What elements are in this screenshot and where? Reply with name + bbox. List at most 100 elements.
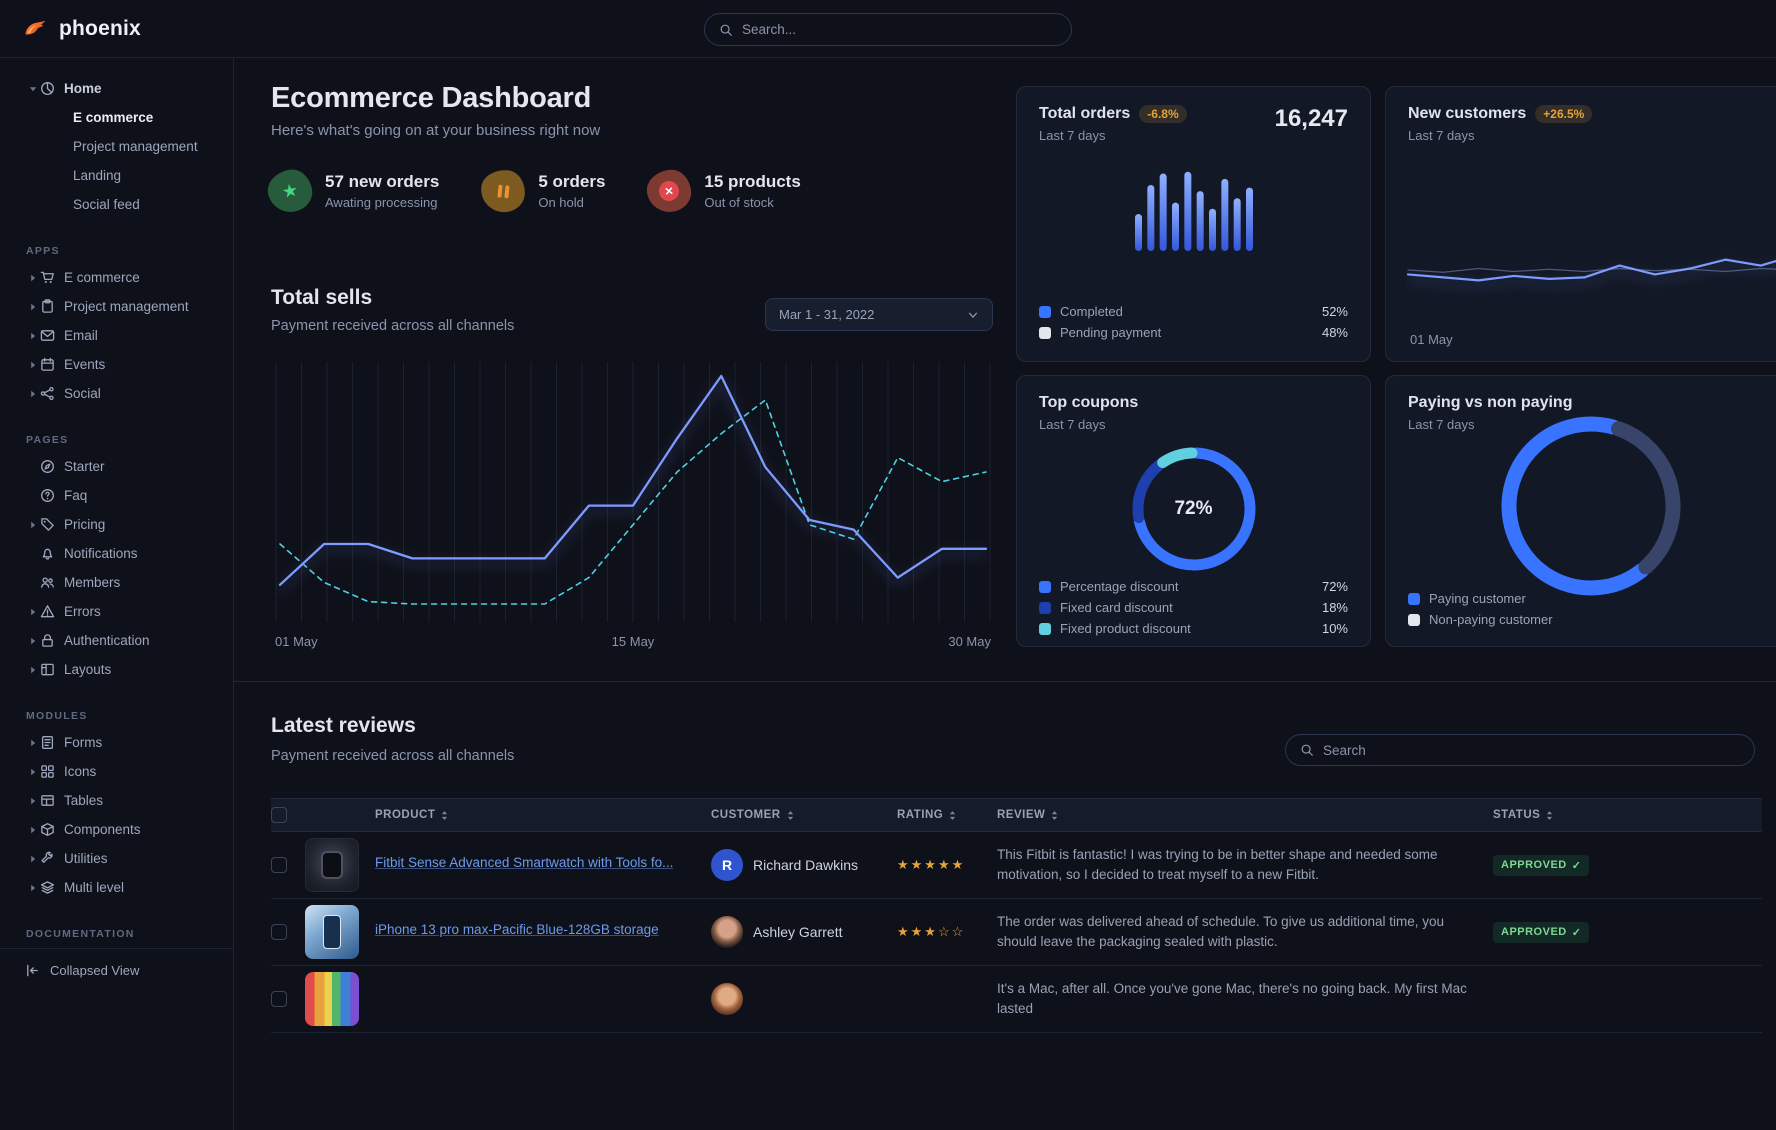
rating-stars: ★★★☆☆ bbox=[897, 924, 966, 939]
sidebar-section-pages: PAGES bbox=[26, 434, 69, 446]
legend-label: Completed bbox=[1060, 304, 1123, 319]
column-header-product[interactable]: PRODUCT bbox=[375, 809, 711, 821]
sidebar-item-components[interactable]: Components bbox=[26, 815, 225, 844]
column-header-review[interactable]: REVIEW bbox=[997, 809, 1467, 821]
caretr-icon bbox=[26, 855, 39, 863]
column-header-rating[interactable]: RATING bbox=[897, 809, 997, 821]
sidebar-item-utilities[interactable]: Utilities bbox=[26, 844, 225, 873]
search-icon bbox=[719, 23, 733, 37]
sidebar-item-multi-level[interactable]: Multi level bbox=[26, 873, 225, 902]
sidebar-item-forms[interactable]: Forms bbox=[26, 728, 225, 757]
column-header-label: REVIEW bbox=[997, 809, 1046, 821]
paying-vs-non-paying-card: Paying vs non paying Last 7 days Paying … bbox=[1385, 375, 1776, 647]
product-thumbnail[interactable] bbox=[305, 972, 359, 1026]
card-period: Last 7 days bbox=[1039, 128, 1106, 143]
sidebar-item-notifications[interactable]: Notifications bbox=[26, 539, 225, 568]
legend-label: Percentage discount bbox=[1060, 579, 1179, 594]
row-checkbox[interactable] bbox=[271, 991, 287, 1007]
sidebar-item-layouts[interactable]: Layouts bbox=[26, 655, 225, 684]
caretr-icon bbox=[26, 666, 39, 674]
stat-on-hold: 5 orders On hold bbox=[479, 167, 605, 215]
stat-value: 15 products bbox=[704, 172, 801, 191]
collapse-label: Collapsed View bbox=[50, 963, 140, 978]
sidebar-item-pricing[interactable]: Pricing bbox=[26, 510, 225, 539]
section-divider bbox=[234, 681, 1776, 682]
sidebar: Home E commerce Project management Landing S… bbox=[0, 58, 234, 1130]
sidebar-item-email[interactable]: Email bbox=[26, 321, 225, 350]
sidebar-subitem-social-feed[interactable]: Social feed bbox=[73, 197, 140, 212]
legend-item: Fixed product discount 10% bbox=[1039, 618, 1348, 639]
thumb-cell bbox=[305, 905, 375, 959]
sidebar-item-social[interactable]: Social bbox=[26, 379, 225, 408]
global-search-input[interactable] bbox=[742, 22, 1057, 37]
sidebar-item-label: Events bbox=[64, 357, 106, 372]
caretr-icon bbox=[26, 826, 39, 834]
stat-value: 57 new orders bbox=[325, 172, 440, 191]
collapse-view-toggle[interactable]: Collapsed View bbox=[0, 948, 233, 992]
row-checkbox[interactable] bbox=[271, 857, 287, 873]
select-all-checkbox[interactable] bbox=[271, 807, 287, 823]
layout-icon bbox=[39, 662, 55, 678]
sidebar-item-label: Multi level bbox=[64, 880, 125, 895]
sidebar-item-label: Icons bbox=[64, 764, 97, 779]
avatar bbox=[711, 983, 743, 1015]
sidebar-item-project-management[interactable]: Project management bbox=[26, 292, 225, 321]
sidebar-subitem-landing[interactable]: Landing bbox=[73, 168, 122, 183]
caretr-icon bbox=[26, 521, 39, 529]
column-header-customer[interactable]: CUSTOMER bbox=[711, 809, 897, 821]
reviews-search bbox=[1285, 734, 1755, 766]
sidebar-subitem-e-commerce[interactable]: E commerce bbox=[73, 110, 154, 125]
legend-swatch bbox=[1039, 580, 1051, 593]
sidebar-section-modules: MODULES bbox=[26, 710, 88, 722]
product-thumbnail[interactable] bbox=[305, 905, 359, 959]
card-period: Last 7 days bbox=[1408, 128, 1475, 143]
card-title: Total orders bbox=[1039, 105, 1131, 122]
stat-caption: Awating processing bbox=[325, 195, 438, 210]
product-cell: iPhone 13 pro max-Pacific Blue-128GB sto… bbox=[375, 922, 711, 942]
sidebar-item-tables[interactable]: Tables bbox=[26, 786, 225, 815]
new-customers-card: New customers +26.5% Last 7 days 01 May bbox=[1385, 86, 1776, 362]
status-label: APPROVED bbox=[1501, 926, 1567, 938]
sidebar-item-authentication[interactable]: Authentication bbox=[26, 626, 225, 655]
card-period: Last 7 days bbox=[1408, 417, 1475, 432]
row-checkbox[interactable] bbox=[271, 924, 287, 940]
latest-reviews-title: Latest reviews bbox=[271, 714, 416, 737]
review-text: This Fitbit is fantastic! I was trying t… bbox=[997, 846, 1438, 882]
total-sells-title: Total sells bbox=[271, 286, 373, 309]
sidebar-item-e-commerce[interactable]: E commerce bbox=[26, 263, 225, 292]
product-thumbnail[interactable] bbox=[305, 838, 359, 892]
legend-item: Percentage discount 72% bbox=[1039, 576, 1348, 597]
brand[interactable]: phoenix bbox=[0, 15, 141, 42]
product-link[interactable]: iPhone 13 pro max-Pacific Blue-128GB sto… bbox=[375, 922, 659, 937]
sort-icon bbox=[787, 810, 794, 821]
sidebar-item-label: Starter bbox=[64, 459, 105, 474]
box-icon bbox=[39, 822, 55, 838]
column-header-label: PRODUCT bbox=[375, 809, 436, 821]
rating-cell: ★★★☆☆ bbox=[897, 923, 997, 941]
column-header-label: STATUS bbox=[1493, 809, 1541, 821]
tag-icon bbox=[39, 517, 55, 533]
sidebar-item-home[interactable]: Home bbox=[26, 74, 225, 103]
sidebar-item-members[interactable]: Members bbox=[26, 568, 225, 597]
date-range-select[interactable]: Mar 1 - 31, 2022 bbox=[765, 298, 993, 331]
sidebar-item-label: Faq bbox=[64, 488, 88, 503]
question-icon bbox=[39, 488, 55, 504]
sidebar-item-icons[interactable]: Icons bbox=[26, 757, 225, 786]
reviews-search-input[interactable] bbox=[1323, 742, 1740, 758]
sidebar-item-errors[interactable]: Errors bbox=[26, 597, 225, 626]
grid-icon bbox=[39, 764, 55, 780]
total-orders-badge: -6.8% bbox=[1139, 105, 1187, 123]
product-link[interactable]: Fitbit Sense Advanced Smartwatch with To… bbox=[375, 855, 674, 870]
legend-item: Paying customer bbox=[1408, 588, 1553, 609]
column-header-status[interactable]: STATUS bbox=[1467, 809, 1762, 821]
sidebar-item-faq[interactable]: Faq bbox=[26, 481, 225, 510]
stat-caption: Out of stock bbox=[704, 195, 774, 210]
legend-label: Fixed product discount bbox=[1060, 621, 1191, 636]
legend-item: Non-paying customer bbox=[1408, 609, 1553, 630]
page-title: Ecommerce Dashboard bbox=[271, 82, 592, 114]
sidebar-item-starter[interactable]: Starter bbox=[26, 452, 225, 481]
sidebar-item-label: Project management bbox=[64, 299, 189, 314]
sidebar-subitem-project-management[interactable]: Project management bbox=[73, 139, 198, 154]
sidebar-item-events[interactable]: Events bbox=[26, 350, 225, 379]
top-navbar: phoenix bbox=[0, 0, 1776, 58]
